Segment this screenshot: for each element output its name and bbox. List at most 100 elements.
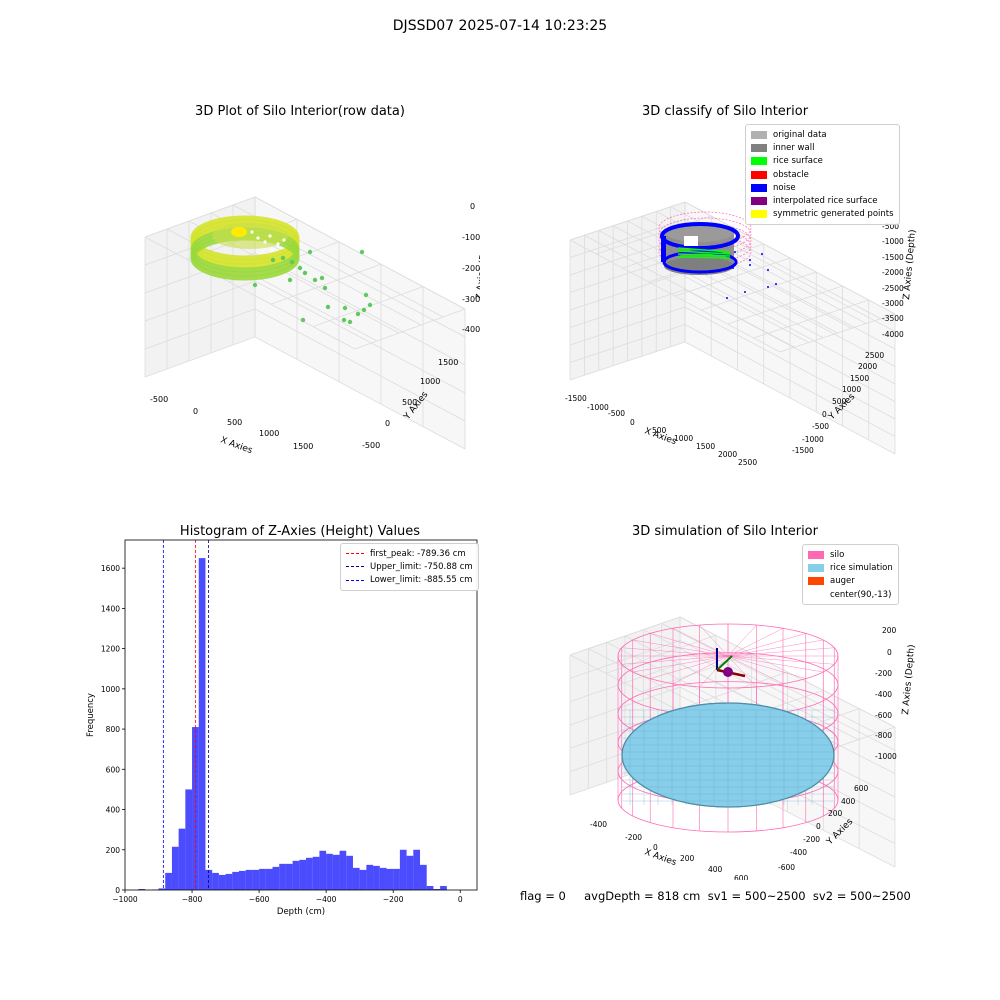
- histogram-bar: [346, 855, 353, 890]
- raw-point: [263, 240, 267, 244]
- raw-gridline: [312, 286, 424, 327]
- cls-gridline: [701, 271, 817, 311]
- legend-entry: noise: [751, 181, 894, 194]
- histogram-legend: first_peak: -789.36 cm Upper_limit: -750.…: [340, 543, 479, 591]
- raw-point: [342, 305, 348, 311]
- raw-point: [276, 242, 280, 246]
- legend-swatch: [808, 577, 824, 586]
- y-axis-label: Frequency: [86, 693, 96, 737]
- sim-silo-roof: [699, 624, 729, 657]
- legend-entry: auger: [808, 575, 893, 588]
- histogram-bar: [393, 868, 400, 890]
- raw-point: [319, 275, 325, 281]
- histogram-bar: [426, 885, 434, 890]
- x-tick-label: −800: [182, 895, 203, 904]
- histogram-bar: [171, 846, 179, 890]
- sim-y-tick: -200: [803, 835, 820, 844]
- y-tick-label: 0: [115, 886, 120, 895]
- sim-silo-roof: [650, 633, 729, 657]
- cls-z-tick: -4000: [882, 330, 904, 339]
- y-tick-label: 1400: [101, 604, 120, 613]
- sim-y-tick: -400: [790, 848, 807, 857]
- sim-x-tick: 0: [653, 843, 658, 852]
- legend-swatch: [751, 170, 767, 179]
- raw-gridline: [254, 336, 466, 450]
- cls-gridline: [684, 201, 896, 315]
- raw-point: [270, 248, 274, 252]
- classify-3d-plot[interactable]: -1500-1000-50005001000150020002500-1500-…: [560, 140, 930, 470]
- histogram-bar: [319, 850, 327, 890]
- sim-y-tick: 0: [816, 822, 821, 831]
- histogram-bar: [339, 850, 347, 890]
- status-footer: flag = 0 avgDepth = 818 cm sv1 = 500~250…: [520, 889, 911, 903]
- histogram-bar: [306, 857, 313, 890]
- sim-silo-roof: [672, 628, 729, 657]
- sim-y-tick: 400: [841, 797, 856, 806]
- legend-label: rice simulation: [830, 562, 893, 573]
- histogram-bar: [366, 864, 374, 890]
- cls-noise-point: [749, 264, 751, 266]
- histogram-bar: [218, 874, 226, 890]
- cls-y-tick: 1500: [850, 374, 869, 383]
- sim-y-tick: -600: [778, 863, 795, 872]
- cls-rice-surface: [677, 247, 731, 253]
- histogram-bar: [299, 859, 307, 890]
- sim-z-tick: -600: [875, 711, 892, 720]
- cls-z-label: Z Axies (Depth): [902, 229, 918, 300]
- legend-swatch: [751, 183, 767, 192]
- legend-label: auger: [830, 576, 855, 587]
- sim-silo-roof: [632, 655, 729, 673]
- legend-label: Upper_limit: -750.88 cm: [370, 561, 473, 572]
- histogram-bar: [285, 863, 293, 890]
- raw-x-tick: 500: [227, 418, 242, 427]
- cls-x-tick: 1500: [696, 442, 715, 451]
- sim-z-tick: 0: [887, 648, 892, 657]
- raw-point: [270, 257, 276, 263]
- x-axis-label: Depth (cm): [277, 907, 325, 917]
- legend-label: silo: [830, 549, 845, 560]
- raw-gridline: [270, 263, 382, 305]
- cls-silo-ring: [658, 211, 752, 245]
- y-tick-label: 1000: [101, 685, 120, 694]
- histogram-bar: [379, 867, 387, 890]
- raw-z-label: Z Axies (Depth): [475, 229, 480, 300]
- raw-point: [361, 307, 367, 313]
- raw-rice-inner: [212, 223, 288, 249]
- y-tick-label: 1600: [101, 564, 120, 573]
- histogram-bar: [373, 865, 380, 890]
- raw-gridline: [144, 336, 256, 378]
- sim-auger: [723, 667, 733, 677]
- raw-z-tick: -4000: [462, 325, 480, 334]
- sim-x-label: X Axies: [643, 847, 678, 868]
- cls-y-tick: -1000: [802, 435, 824, 444]
- simulation-3d-plot[interactable]: -400 -200 0 200 400 600 -600 -400 -200 0 200 400 600…: [560, 560, 930, 880]
- histogram-bar: [165, 872, 172, 890]
- raw-y-tick: 1500: [438, 358, 458, 367]
- legend-entry: inner wall: [751, 141, 894, 154]
- cls-z-tick: -3000: [882, 299, 904, 308]
- cls-z-tick: -1500: [882, 253, 904, 262]
- raw-plot-title: 3D Plot of Silo Interior(row data): [195, 104, 405, 119]
- raw-point: [297, 265, 303, 271]
- legend-entry: interpolated rice surface: [751, 194, 894, 207]
- histogram-bar: [252, 869, 260, 890]
- legend-entry: symmetric generated points: [751, 208, 894, 221]
- simulation-plot-title: 3D simulation of Silo Interior: [632, 524, 818, 539]
- histogram-bar: [212, 872, 219, 890]
- cls-rice-surface: [677, 256, 731, 259]
- raw-gridline: [144, 308, 256, 350]
- raw-point: [367, 302, 373, 308]
- raw-3d-plot[interactable]: -500 0 500 1000 1500 -500 0 500 1000 1500 0 -1000 -2…: [140, 140, 480, 470]
- raw-point: [280, 255, 286, 261]
- cls-x-tick: 2500: [738, 458, 757, 467]
- raw-x-tick: 0: [193, 407, 198, 416]
- raw-rice-peak: [231, 227, 247, 237]
- histogram-chart[interactable]: −1000 −800 −600 −400 −200 0 0 200 400 600 800 1000 1…: [80, 530, 500, 920]
- legend-swatch: [751, 143, 767, 152]
- cls-z-tick: -500: [882, 222, 899, 231]
- raw-point: [302, 270, 308, 276]
- histogram-bar: [205, 869, 213, 890]
- raw-gridline: [254, 196, 466, 310]
- sim-silo-roof: [727, 633, 806, 657]
- raw-point: [359, 249, 365, 255]
